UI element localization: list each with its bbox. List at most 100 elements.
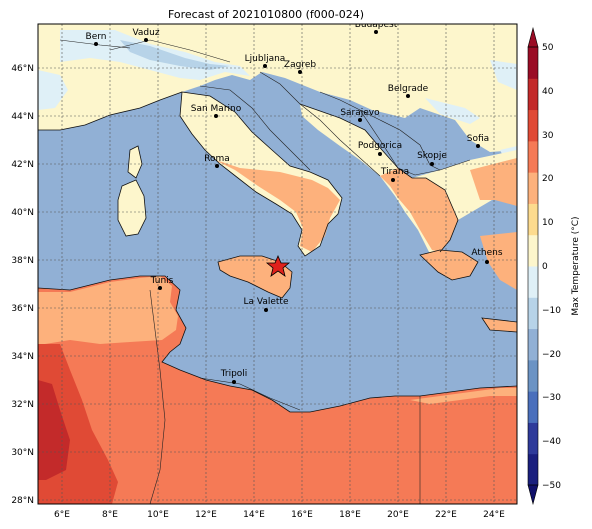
anatolia-fill	[480, 232, 517, 290]
colorbar-band	[528, 297, 538, 330]
aegean-coast-fill	[470, 158, 517, 206]
city-dot	[158, 286, 162, 290]
lat-tick-label: 46°N	[11, 64, 34, 74]
lat-tick-label: 36°N	[11, 304, 34, 314]
latitude-axis: 46°N 44°N 42°N 40°N 38°N 36°N 34°N 32°N …	[11, 64, 34, 506]
lon-tick-label: 16°E	[291, 510, 313, 520]
city-dot	[264, 308, 268, 312]
city-dot	[476, 144, 480, 148]
city-label: Roma	[204, 154, 230, 164]
colorbar-tick-label: 30	[542, 131, 554, 141]
colorbar-band	[528, 391, 538, 423]
city-dot	[430, 162, 434, 166]
colorbar-tick-label: −40	[542, 437, 561, 447]
city-label: Budapest	[355, 20, 398, 30]
colorbar-tick-label: −10	[542, 306, 561, 316]
map-frame	[37, 23, 518, 505]
city-dot	[485, 260, 489, 264]
colorbar-ticks: 50 40 30 20 10 0 −10 −20 −30 −40 −50	[542, 43, 561, 491]
lon-tick-label: 10°E	[147, 510, 169, 520]
colorbar-top-extend	[527, 26, 539, 48]
colorbar: 50 40 30 20 10 0 −10 −20 −30 −40 −50 Max…	[527, 26, 581, 506]
balkan-cold-zone	[425, 98, 480, 124]
lat-tick-label: 38°N	[11, 256, 34, 266]
colorbar-tick-label: −30	[542, 393, 561, 403]
city-label: Vaduz	[132, 28, 159, 38]
lat-tick-label: 44°N	[11, 112, 34, 122]
colorbar-band	[528, 203, 538, 236]
lon-tick-label: 6°E	[54, 510, 70, 520]
lon-tick-label: 20°E	[387, 510, 409, 520]
city-label: Podgorica	[358, 141, 402, 151]
country-borders	[59, 39, 471, 504]
lon-tick-label: 22°E	[435, 510, 457, 520]
colorbar-band	[528, 78, 538, 111]
city-label: Skopje	[417, 151, 447, 161]
colorbar-frame	[527, 46, 539, 486]
colorbar-band	[528, 453, 538, 486]
city-label: Sarajevo	[340, 108, 380, 118]
city-dot	[232, 380, 236, 384]
city-dot	[144, 38, 148, 42]
lat-tick-label: 34°N	[11, 352, 34, 362]
longitude-axis: 6°E 8°E 10°E 12°E 14°E 16°E 18°E 20°E 22…	[54, 510, 505, 520]
lon-tick-label: 18°E	[339, 510, 361, 520]
city-label: Athens	[471, 248, 502, 258]
italy-warm-zone	[215, 160, 340, 252]
city-dot	[374, 30, 378, 34]
peloponnese-fill	[420, 250, 478, 280]
hot-inset-zone	[38, 380, 70, 480]
ne-cold-zone	[490, 60, 517, 90]
city-label: Belgrade	[388, 84, 429, 94]
libya-coast-warm-zone	[410, 388, 517, 404]
colorbar-tick-label: 50	[542, 43, 554, 53]
colorbar-tick-label: 40	[542, 87, 554, 97]
colorbar-band	[528, 422, 538, 455]
city-markers: Bern Vaduz Budapest Ljubljana Zagreb Bel…	[86, 20, 503, 384]
colorbar-bands	[528, 47, 538, 486]
map-area: Bern Vaduz Budapest Ljubljana Zagreb Bel…	[38, 20, 517, 504]
city-dot	[263, 64, 267, 68]
lat-tick-label: 40°N	[11, 208, 34, 218]
crete-fill	[482, 318, 517, 332]
lat-tick-label: 42°N	[11, 160, 34, 170]
city-dot	[215, 164, 219, 168]
city-label: Sofia	[467, 134, 489, 144]
city-dot	[378, 152, 382, 156]
lon-tick-label: 8°E	[102, 510, 118, 520]
lon-tick-label: 12°E	[195, 510, 217, 520]
lat-tick-label: 32°N	[11, 400, 34, 410]
alps-colder-zone	[120, 40, 230, 70]
colorbar-bottom-extend	[527, 484, 539, 506]
city-dot	[391, 178, 395, 182]
colorbar-band	[528, 109, 538, 142]
city-label: Tunis	[150, 276, 174, 286]
colorbar-tick-label: 0	[542, 262, 548, 272]
colorbar-tick-label: −50	[542, 481, 561, 491]
lat-tick-label: 30°N	[11, 448, 34, 458]
city-dot	[298, 70, 302, 74]
colorbar-tick-label: 10	[542, 218, 554, 228]
location-star-icon	[265, 254, 291, 277]
colorbar-label: Max Temperature (°C)	[571, 216, 581, 315]
colorbar-tick-label: 20	[542, 174, 554, 184]
greece-warm-zone	[380, 168, 458, 252]
colorbar-band	[528, 266, 538, 298]
nw-cold-zone	[38, 70, 68, 110]
city-label: La Valette	[244, 297, 289, 307]
colorbar-band	[528, 140, 538, 173]
city-label: Tripoli	[220, 369, 248, 379]
city-dot	[358, 118, 362, 122]
colorbar-tick-label: −20	[542, 350, 561, 360]
lon-tick-label: 14°E	[243, 510, 265, 520]
city-label: Zagreb	[284, 60, 316, 70]
city-label: Ljubljana	[245, 54, 286, 64]
lon-tick-label: 24°E	[483, 510, 505, 520]
sardinia-fill	[118, 180, 146, 236]
graticule	[38, 24, 517, 504]
city-label: Tirana	[380, 167, 409, 177]
city-label: San Marino	[191, 104, 242, 114]
figure-title: Forecast of 2021010800 (f000-024)	[168, 8, 364, 21]
city-label: Bern	[86, 32, 107, 42]
